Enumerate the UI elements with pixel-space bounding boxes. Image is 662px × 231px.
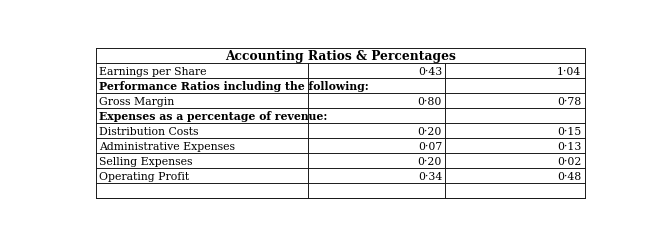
Text: 0·34: 0·34 xyxy=(418,171,442,181)
Text: 1·04: 1·04 xyxy=(557,67,581,76)
Text: Administrative Expenses: Administrative Expenses xyxy=(99,141,234,151)
Text: Expenses as a percentage of revenue:: Expenses as a percentage of revenue: xyxy=(99,111,327,122)
Text: 0·07: 0·07 xyxy=(418,141,442,151)
Text: Distribution Costs: Distribution Costs xyxy=(99,126,198,136)
Text: 0·13: 0·13 xyxy=(557,141,581,151)
Text: Operating Profit: Operating Profit xyxy=(99,171,189,181)
Text: Gross Margin: Gross Margin xyxy=(99,96,174,106)
Text: 0·80: 0·80 xyxy=(418,96,442,106)
Text: Accounting Ratios & Percentages: Accounting Ratios & Percentages xyxy=(224,50,455,63)
Text: 0·78: 0·78 xyxy=(557,96,581,106)
Text: Performance Ratios including the following:: Performance Ratios including the followi… xyxy=(99,81,369,92)
Text: 0·20: 0·20 xyxy=(418,126,442,136)
Text: 0·20: 0·20 xyxy=(418,156,442,166)
Text: Earnings per Share: Earnings per Share xyxy=(99,67,206,76)
Text: Selling Expenses: Selling Expenses xyxy=(99,156,192,166)
Text: 0·15: 0·15 xyxy=(557,126,581,136)
Text: 0·43: 0·43 xyxy=(418,67,442,76)
Text: 0·48: 0·48 xyxy=(557,171,581,181)
Text: 0·02: 0·02 xyxy=(557,156,581,166)
